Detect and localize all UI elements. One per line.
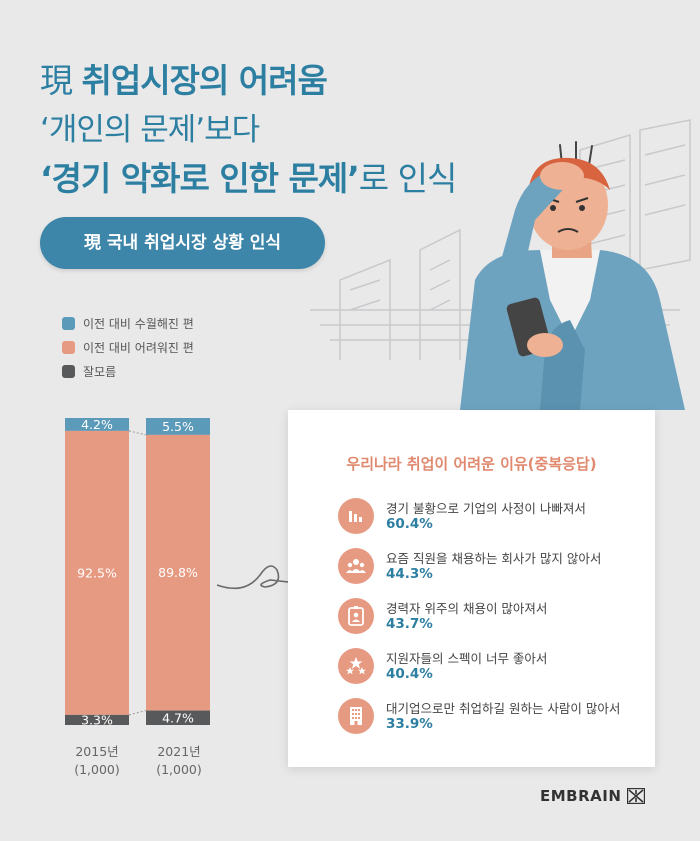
reason-value: 33.9% bbox=[386, 716, 433, 732]
stressed-man-illustration bbox=[310, 119, 691, 410]
headline-line-1: 現 취업시장의 어려움 bbox=[40, 54, 328, 102]
connector-line bbox=[128, 430, 147, 436]
connector-line bbox=[128, 710, 147, 716]
brand-logo: EMBRAIN bbox=[540, 787, 646, 805]
legend-swatch-improved bbox=[62, 316, 75, 330]
reason-text: 대기업으로만 취업하길 원하는 사람이 많아서 bbox=[386, 701, 621, 716]
id-badge-icon bbox=[338, 598, 374, 634]
stacked-bar-chart: 4.2% 92.5% 3.3% 5.5% 89.8% 4.7% bbox=[65, 417, 210, 727]
stars-icon bbox=[338, 648, 374, 684]
data-label: 92.5% bbox=[77, 565, 117, 580]
data-label: 4.7% bbox=[162, 710, 194, 725]
reason-value: 44.3% bbox=[386, 566, 433, 582]
category-label-2015: 2015년 (1,000) bbox=[74, 744, 120, 777]
bar-segment-improved bbox=[146, 418, 210, 435]
reason-value: 60.4% bbox=[386, 516, 433, 532]
people-icon bbox=[338, 548, 374, 584]
building-icon bbox=[338, 698, 374, 734]
subtitle-pill: 現 국내 취업시장 상황 인식 bbox=[40, 217, 325, 269]
bar-segment-unknown bbox=[146, 710, 210, 725]
legend-label-worse: 이전 대비 어려워진 편 bbox=[83, 340, 194, 355]
headline-rest-3: 로 인식 bbox=[358, 159, 458, 198]
bar-segment-improved bbox=[65, 418, 129, 431]
brand-name: EMBRAIN bbox=[540, 787, 622, 805]
legend-swatch-worse bbox=[62, 340, 75, 354]
legend-label-improved: 이전 대비 수월해진 편 bbox=[83, 316, 194, 331]
reason-text: 경기 불황으로 기업의 사정이 나빠져서 bbox=[386, 501, 586, 516]
headline-bold-3: ‘경기 악화로 인한 문제’ bbox=[40, 159, 360, 198]
legend-item-improved: 이전 대비 수월해진 편 bbox=[62, 311, 194, 335]
reason-value: 40.4% bbox=[386, 666, 433, 682]
headline-prefix: 現 bbox=[40, 61, 73, 100]
brand-mark-icon bbox=[627, 788, 646, 804]
legend-item-worse: 이전 대비 어려워진 편 bbox=[62, 335, 194, 359]
data-label: 4.2% bbox=[81, 417, 113, 432]
reason-text: 경력자 위주의 채용이 많아져서 bbox=[386, 601, 548, 616]
headline-bold-1: 취업시장의 어려움 bbox=[81, 61, 328, 100]
legend-swatch-unknown bbox=[62, 364, 75, 378]
bar-chart-icon bbox=[338, 498, 374, 534]
chart-legend: 이전 대비 수월해진 편 이전 대비 어려워진 편 잘모름 bbox=[62, 311, 194, 383]
data-label: 89.8% bbox=[158, 565, 198, 580]
reason-text: 지원자들의 스펙이 너무 좋아서 bbox=[386, 651, 548, 666]
data-label: 5.5% bbox=[162, 419, 194, 434]
bar-segment-unknown bbox=[65, 714, 129, 725]
legend-label-unknown: 잘모름 bbox=[83, 364, 117, 379]
bar-segment-worse bbox=[65, 430, 129, 715]
legend-item-unknown: 잘모름 bbox=[62, 359, 194, 383]
headline-line-2: ‘개인의 문제’보다 bbox=[40, 112, 260, 148]
reason-value: 43.7% bbox=[386, 616, 433, 632]
reasons-card-title: 우리나라 취업이 어려운 이유(중복응답) bbox=[346, 455, 597, 473]
reason-text: 요즘 직원을 채용하는 회사가 많지 않아서 bbox=[386, 551, 602, 566]
bar-segment-worse bbox=[146, 434, 210, 711]
reasons-card: 우리나라 취업이 어려운 이유(중복응답) 경기 불황으로 기업의 사정이 나빠… bbox=[288, 410, 655, 767]
data-label: 3.3% bbox=[81, 712, 113, 727]
headline-line-3: ‘경기 악화로 인한 문제’로 인식 bbox=[40, 152, 458, 200]
category-label-2021: 2021년 (1,000) bbox=[156, 744, 202, 777]
